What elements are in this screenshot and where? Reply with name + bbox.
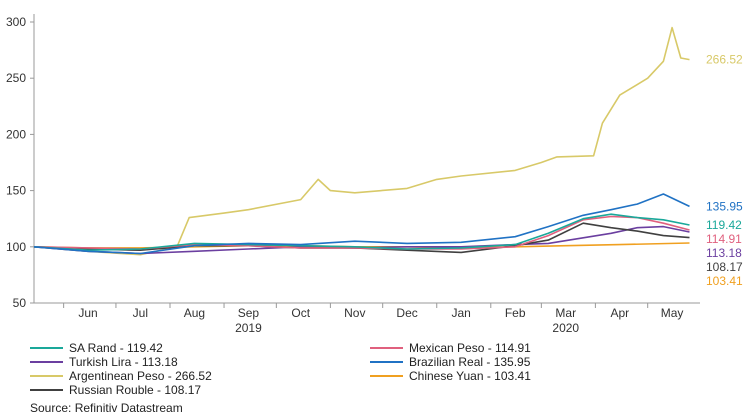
end-value-label: 114.91 [706, 232, 742, 246]
legend-label: Chinese Yuan - 103.41 [409, 369, 531, 383]
end-value-label: 119.42 [706, 218, 742, 232]
end-value-label: 266.52 [706, 53, 743, 67]
x-tick-label: Sep [238, 306, 260, 320]
legend-item-argentinean-peso: Argentinean Peso - 266.52 [30, 369, 212, 383]
y-tick-label: 200 [6, 127, 26, 141]
legend-swatch [370, 361, 403, 363]
legend-swatch [370, 375, 403, 377]
y-tick-label: 300 [6, 15, 26, 29]
x-tick-label: Jan [451, 306, 470, 320]
legend-label: SA Rand - 119.42 [69, 341, 163, 355]
legend-label: Russian Rouble - 108.17 [69, 383, 202, 397]
end-value-label: 103.41 [706, 274, 743, 288]
x-tick-label: Aug [184, 306, 205, 320]
x-year-label: 2020 [552, 321, 579, 335]
x-tick-label: Nov [344, 306, 365, 320]
x-tick-label: Mar [555, 306, 576, 320]
x-tick-label: Jun [78, 306, 97, 320]
x-year-label: 2019 [235, 321, 262, 335]
series-line-mexican-peso [33, 215, 690, 250]
x-tick-label: May [661, 306, 684, 320]
legend-item-sa-rand: SA Rand - 119.42 [30, 341, 163, 355]
series-line-brazilian-real [33, 193, 690, 255]
legend-item-mexican-peso: Mexican Peso - 114.91 [370, 341, 531, 355]
y-tick-label: 150 [6, 184, 26, 198]
end-value-label: 113.18 [706, 246, 742, 260]
x-tick-label: Apr [610, 306, 629, 320]
x-tick-label: Dec [396, 306, 417, 320]
y-tick-label: 100 [6, 240, 26, 254]
line-chart: 50 100 150 200 250 300 Jun Jul Aug Sep Oct Nov Dec Ja… [6, 14, 743, 335]
legend-swatch [30, 375, 63, 377]
x-tick-label: Feb [505, 306, 526, 320]
series-line-argentinean-peso [33, 26, 690, 256]
legend-label: Argentinean Peso - 266.52 [69, 369, 212, 383]
legend-item-brazilian-real: Brazilian Real - 135.95 [370, 355, 530, 369]
end-value-label: 135.95 [706, 199, 743, 213]
x-tick-label: Oct [291, 306, 310, 320]
series-line-sa-rand [33, 213, 690, 251]
legend-item-chinese-yuan: Chinese Yuan - 103.41 [370, 369, 531, 383]
y-tick-label: 250 [6, 71, 26, 85]
legend-item-turkish-lira: Turkish Lira - 113.18 [30, 355, 178, 369]
legend-label: Mexican Peso - 114.91 [409, 341, 531, 355]
legend-swatch [30, 347, 63, 349]
source-note: Source: Refinitiv Datastream [30, 401, 183, 415]
legend-label: Turkish Lira - 113.18 [69, 355, 178, 369]
legend-item-russian-rouble: Russian Rouble - 108.17 [30, 383, 201, 397]
series-line-russian-rouble [33, 222, 690, 254]
series-line-turkish-lira [33, 225, 690, 255]
end-value-label: 108.17 [706, 260, 743, 274]
legend-swatch [30, 361, 63, 363]
legend-label: Brazilian Real - 135.95 [409, 355, 531, 369]
chart-legend: SA Rand - 119.42 Mexican Peso - 114.91 T… [30, 341, 630, 397]
x-tick-label: Jul [133, 306, 148, 320]
legend-swatch [370, 347, 403, 349]
legend-swatch [30, 389, 63, 391]
y-tick-label: 50 [13, 296, 27, 310]
